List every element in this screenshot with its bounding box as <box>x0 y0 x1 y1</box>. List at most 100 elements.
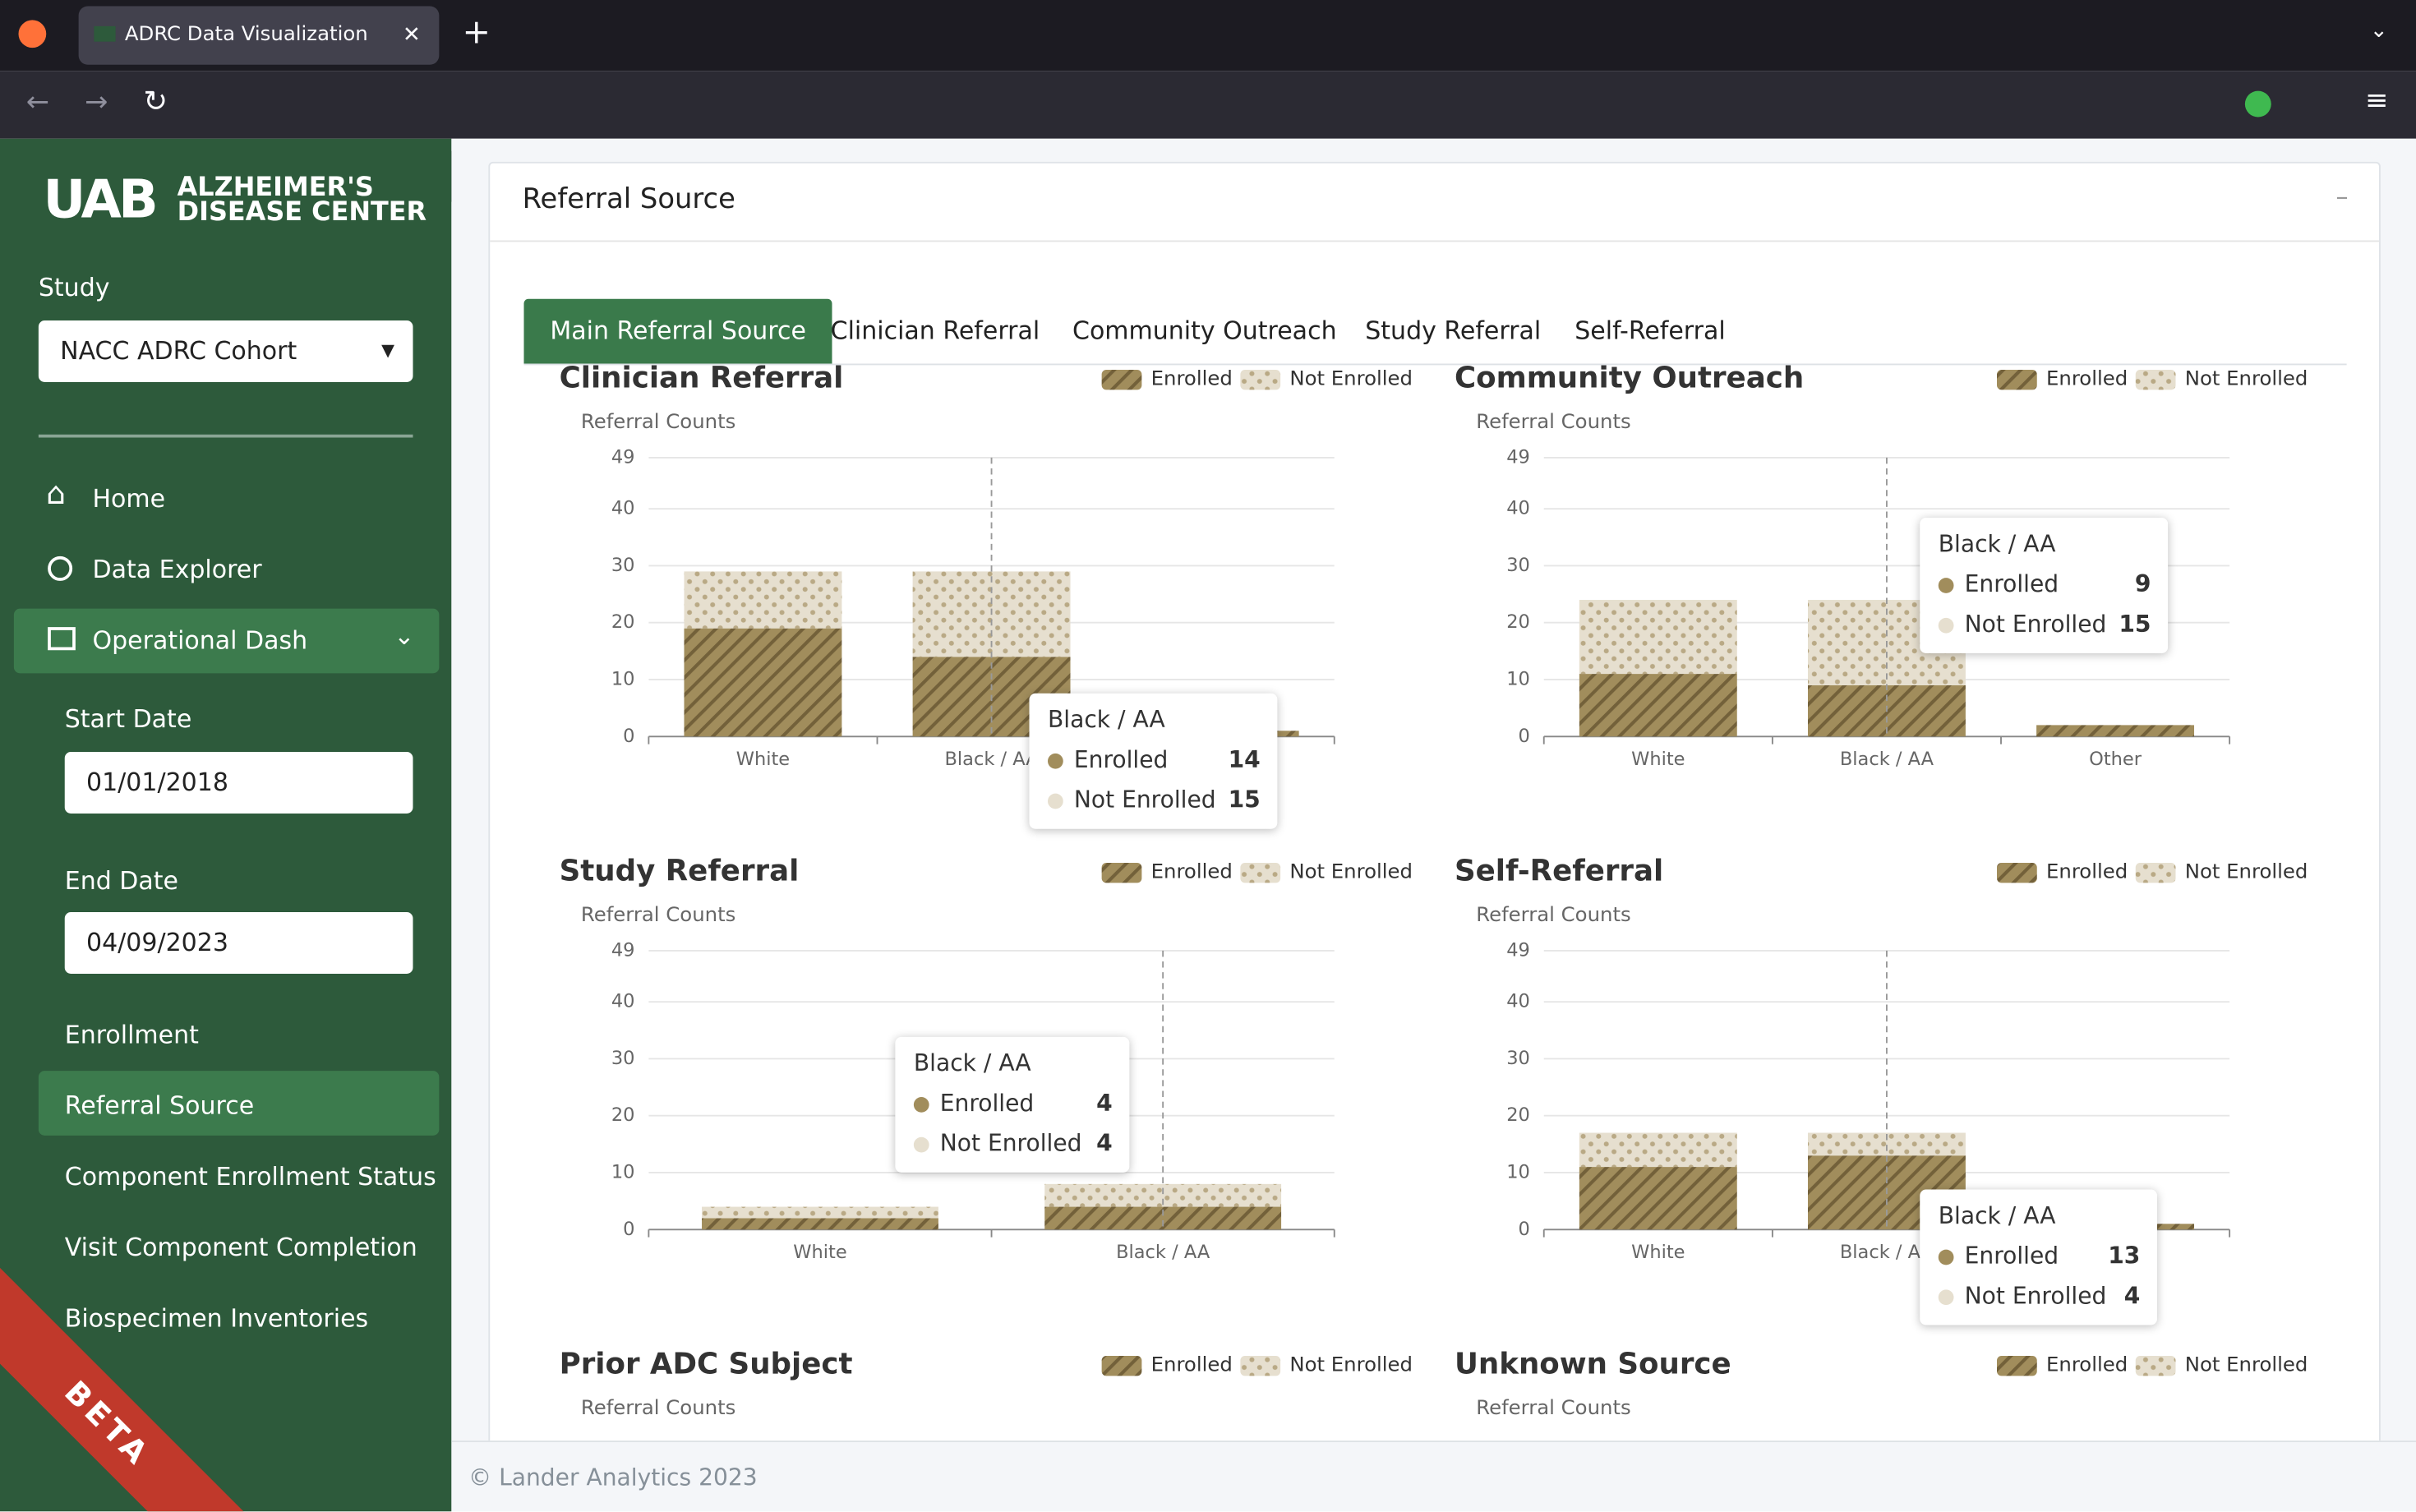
legend-swatch <box>1101 370 1142 390</box>
x-tick-label: White <box>1631 749 1685 770</box>
chart: Clinician Referral Referral Counts Enrolle… <box>560 361 1413 770</box>
y-tick-label: 49 <box>1506 446 1530 468</box>
divider <box>38 434 413 438</box>
legend-label[interactable]: Enrolled <box>1151 366 1233 390</box>
bar-segment[interactable] <box>1579 674 1737 737</box>
tab[interactable]: Clinician Referral <box>830 316 1040 345</box>
tooltip-title: Black / AA <box>1048 705 1165 734</box>
y-tick-label: 30 <box>611 1048 635 1069</box>
legend-label[interactable]: Not Enrolled <box>2185 859 2308 883</box>
chart-title: Study Referral <box>560 854 800 887</box>
subnav-item[interactable]: Biospecimen Inventories <box>64 1303 369 1333</box>
dash-icon <box>48 627 76 651</box>
tooltip-value: 4 <box>1096 1089 1113 1118</box>
y-tick-label: 40 <box>1506 991 1530 1012</box>
legend-label[interactable]: Enrolled <box>2046 859 2128 883</box>
tab-active[interactable]: Main Referral Source <box>523 298 832 364</box>
legend-swatch <box>2135 370 2176 390</box>
y-axis-label: Referral Counts <box>581 1395 735 1419</box>
menu-button[interactable]: ≡ <box>2365 85 2389 118</box>
chart-title: Unknown Source <box>1455 1347 1731 1381</box>
y-tick-label: 49 <box>611 446 635 468</box>
y-tick-label: 10 <box>611 668 635 689</box>
tooltip-series: Enrolled <box>1964 569 2059 598</box>
legend-swatch <box>1101 1356 1142 1376</box>
subnav-item[interactable]: Visit Component Completion <box>64 1233 417 1262</box>
tooltip-dot <box>1938 617 1954 634</box>
legend-label[interactable]: Enrolled <box>2046 366 2128 390</box>
tooltip-title: Black / AA <box>1938 1201 2056 1230</box>
bar-segment[interactable] <box>684 628 842 737</box>
new-tab[interactable]: + <box>462 13 491 53</box>
y-tick-label: 49 <box>1506 939 1530 961</box>
subnav-item[interactable]: Enrollment <box>64 1020 199 1049</box>
bar-segment[interactable] <box>1579 1167 1737 1230</box>
bar-segment[interactable] <box>702 1206 938 1219</box>
subnav-item-active[interactable]: Referral Source <box>64 1090 255 1121</box>
logo-mark: UAB <box>43 169 159 232</box>
y-tick-label: 20 <box>1506 611 1530 633</box>
nav-item-active[interactable]: Operational Dash ⌄ <box>13 608 440 674</box>
bar-segment[interactable] <box>1579 600 1737 675</box>
tab[interactable]: Community Outreach <box>1072 316 1337 345</box>
extension-icon[interactable] <box>2244 90 2271 118</box>
tooltip-value: 14 <box>1228 745 1261 774</box>
bar-segment[interactable] <box>684 571 842 629</box>
tabs-border <box>523 363 2347 366</box>
tab-favicon <box>94 25 116 42</box>
start-date-input[interactable]: 01/01/2018 <box>64 752 413 814</box>
tooltip-dot <box>913 1097 929 1113</box>
legend-swatch <box>1240 370 1281 390</box>
back-button[interactable]: ← <box>25 86 50 119</box>
legend-label[interactable]: Not Enrolled <box>1289 366 1413 390</box>
study-select[interactable]: NACC ADRC Cohort ▼ <box>38 320 413 382</box>
x-tick-label: Other <box>2089 749 2142 770</box>
collapse-button[interactable]: – <box>2335 182 2349 211</box>
tab[interactable]: Study Referral <box>1365 316 1542 345</box>
subnav-item[interactable]: Component Enrollment Status <box>64 1161 436 1192</box>
tooltip-value: 15 <box>2119 610 2151 638</box>
chart: Self-Referral Referral Counts Enrolled Not … <box>1455 854 2308 1263</box>
legend-label[interactable]: Not Enrolled <box>2185 1352 2308 1376</box>
y-tick-label: 40 <box>1506 498 1530 519</box>
y-tick-label: 0 <box>1519 1219 1530 1240</box>
legend-label[interactable]: Not Enrolled <box>1289 859 1413 883</box>
bar-segment[interactable] <box>1579 1132 1737 1168</box>
y-tick-label: 10 <box>1506 668 1530 689</box>
tooltip-title: Black / AA <box>913 1049 1031 1077</box>
tooltip-series: Enrolled <box>1964 1242 2059 1270</box>
footer: © Lander Analytics 2023 <box>451 1441 2416 1512</box>
tab-list[interactable]: ⌄ <box>2369 18 2388 44</box>
tooltip-title: Black / AA <box>1938 530 2056 558</box>
chart-title: Self-Referral <box>1455 854 1663 887</box>
legend-label[interactable]: Enrolled <box>2046 1352 2128 1376</box>
tab[interactable]: Self-Referral <box>1575 316 1726 345</box>
legend-label[interactable]: Not Enrolled <box>1289 1352 1413 1376</box>
tab-close[interactable]: ✕ <box>402 23 421 48</box>
tooltip: Black / AA Enrolled 9 Not Enrolled 15 <box>1920 518 2169 653</box>
forward-button[interactable]: → <box>85 86 108 119</box>
legend-swatch <box>1997 370 2037 390</box>
chart-title: Prior ADC Subject <box>560 1347 853 1381</box>
browser-tab[interactable]: ADRC Data Visualization ✕ <box>78 6 440 65</box>
tooltip-dot <box>913 1136 929 1153</box>
legend-label[interactable]: Not Enrolled <box>2185 366 2308 390</box>
tooltip-dot <box>1938 1249 1954 1265</box>
legend-label[interactable]: Enrolled <box>1151 859 1233 883</box>
end-date-input[interactable]: 04/09/2023 <box>64 912 413 974</box>
nav-item[interactable]: Home <box>92 483 166 514</box>
tooltip: Black / AA Enrolled 14 Not Enrolled 15 <box>1029 693 1278 829</box>
y-tick-label: 49 <box>611 939 635 961</box>
legend-label[interactable]: Enrolled <box>1151 1352 1233 1376</box>
tab-title: ADRC Data Visualization <box>124 23 368 47</box>
browser-logo <box>18 20 47 48</box>
nav-item[interactable]: Data Explorer <box>92 555 262 584</box>
bar-segment[interactable] <box>702 1218 938 1230</box>
bar-segment[interactable] <box>2036 725 2195 737</box>
reload-button[interactable]: ↻ <box>143 85 168 119</box>
y-tick-label: 30 <box>1506 555 1530 576</box>
home-icon: ⌂ <box>46 474 67 512</box>
card-header-border <box>490 240 2379 242</box>
subnav-active-bg <box>38 1071 440 1136</box>
